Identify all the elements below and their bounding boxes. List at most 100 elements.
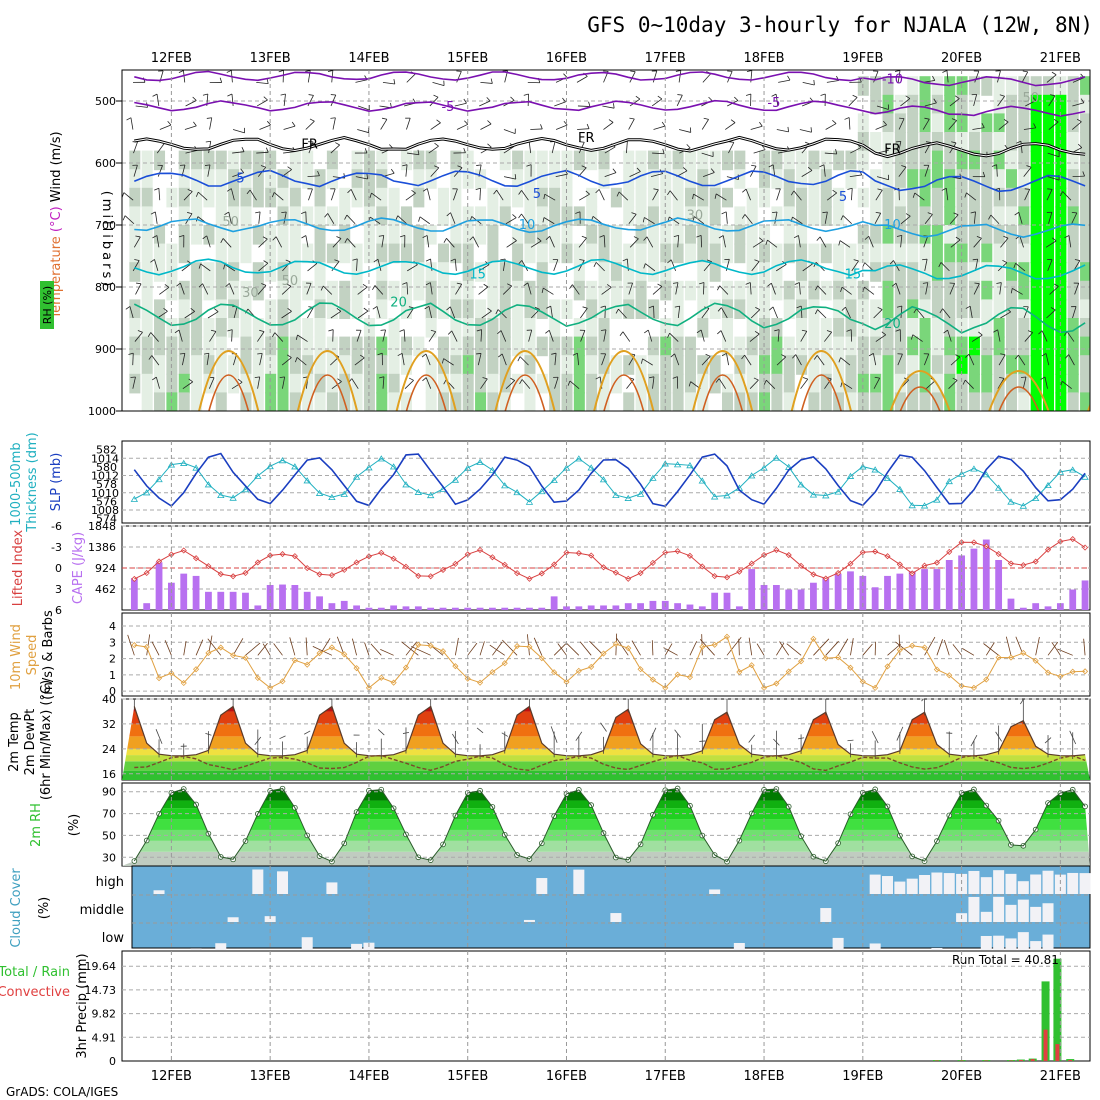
rh-cell	[870, 336, 882, 357]
wind-barb	[555, 173, 568, 178]
rh-cell	[178, 299, 190, 319]
wind-barb-flag	[330, 117, 336, 119]
rh-cell	[549, 243, 561, 264]
rh-cell	[894, 113, 906, 133]
rh-cell	[684, 392, 696, 411]
isotherm-line	[134, 217, 1086, 239]
rh-cell	[376, 150, 388, 171]
rh-cell	[388, 355, 400, 375]
wind-barb	[948, 380, 958, 389]
rh-cell	[968, 132, 980, 152]
wind-barb	[719, 285, 729, 295]
cloud-cell	[1030, 906, 1042, 922]
wind-barb-flag	[240, 168, 245, 173]
rh-cell	[400, 299, 412, 319]
minmax-cap	[304, 730, 311, 735]
temperature-line	[133, 705, 1086, 757]
wind-barb-flag	[662, 148, 665, 154]
rh-cell	[833, 187, 845, 208]
wind-barb-flag	[1050, 94, 1056, 97]
rh-cell	[228, 225, 240, 245]
wind-barb	[721, 307, 728, 319]
rh-cell	[956, 150, 968, 171]
wind-barb-flag	[335, 142, 340, 146]
precip-convective-bar	[1043, 1029, 1048, 1061]
wind-barb-flag	[847, 187, 853, 190]
rh-cell	[746, 355, 758, 375]
legend-temperature-unit: (°C)	[49, 206, 64, 232]
rh-cell	[240, 318, 252, 338]
upper-air-gridlines	[122, 100, 1090, 350]
lifted-index-axis: 630-3-6	[51, 520, 62, 617]
wind-barb-flag	[150, 259, 155, 263]
wind-barb-flag	[643, 236, 648, 241]
wind-barb	[157, 310, 168, 319]
wind-barb-flag	[369, 192, 372, 198]
wind10m-barb	[164, 640, 172, 656]
rh-cell	[771, 169, 783, 189]
rh2m-label: 2m RH	[29, 803, 44, 847]
rh-cell	[376, 225, 388, 245]
rh-cell	[1055, 94, 1067, 115]
rh-cell	[783, 355, 795, 375]
wind-barb	[404, 380, 414, 389]
cloud-cell	[1005, 873, 1017, 894]
wind-barb-flag	[425, 282, 431, 286]
rh-cell	[413, 225, 425, 245]
rh-cell	[931, 150, 943, 171]
rh-cell	[882, 280, 894, 301]
rh-cell	[400, 243, 412, 264]
wind-barb-flag	[802, 377, 808, 380]
rh-cell	[1067, 373, 1079, 394]
wind-barb	[479, 188, 481, 201]
top-date-label: 13FEB	[250, 51, 291, 66]
rh-cell	[907, 243, 919, 264]
rh-cell	[808, 392, 820, 411]
wind-barb-flag	[846, 329, 852, 332]
wind-barb	[184, 311, 195, 319]
wind-barb	[1048, 121, 1059, 130]
rh-cell	[191, 280, 203, 301]
rh-cell	[314, 187, 326, 208]
wind-barb	[180, 282, 185, 295]
wind-barb-flag	[1014, 354, 1019, 360]
wind10m-barb	[195, 639, 204, 656]
wind-barb-flag	[1026, 165, 1032, 168]
wind-barb	[604, 146, 616, 154]
rh-cell	[302, 243, 314, 264]
wind-barb	[1046, 74, 1057, 83]
rh-cell	[981, 150, 993, 171]
wind-barb	[430, 122, 441, 130]
wind-barb	[519, 356, 529, 366]
hot-isotherm	[603, 374, 645, 411]
lifted-index-tick: 0	[55, 562, 62, 575]
cape-bar	[735, 606, 743, 610]
rh-cell	[536, 150, 548, 171]
wind-barb	[1048, 212, 1053, 224]
wind-barb-flag	[787, 126, 789, 132]
wind-barb-flag	[708, 96, 713, 101]
rh-cell	[203, 318, 215, 338]
cloud-cell	[301, 937, 313, 950]
wind-barb-flag	[978, 331, 983, 336]
wind-barb	[132, 353, 134, 366]
wind-barb-flag	[286, 354, 292, 358]
wind-barb	[230, 188, 235, 201]
wind-barb-flag	[563, 73, 568, 78]
cloud-cell	[980, 935, 992, 950]
wind-barb	[530, 128, 543, 130]
precip-tick: 14.73	[85, 984, 117, 997]
rh-cell	[252, 318, 264, 338]
wind-barb	[1023, 166, 1032, 177]
wind-barb-flag	[254, 376, 260, 379]
rh-cell	[993, 169, 1005, 189]
wind-barb-flag	[615, 308, 619, 314]
svg-text:RH (%): RH (%)	[41, 286, 54, 324]
rh-cell	[154, 392, 166, 411]
wind-barb	[426, 235, 430, 248]
rh-cell	[709, 355, 721, 375]
cape-bar	[945, 560, 953, 610]
wind-barb-flag	[1082, 171, 1085, 177]
